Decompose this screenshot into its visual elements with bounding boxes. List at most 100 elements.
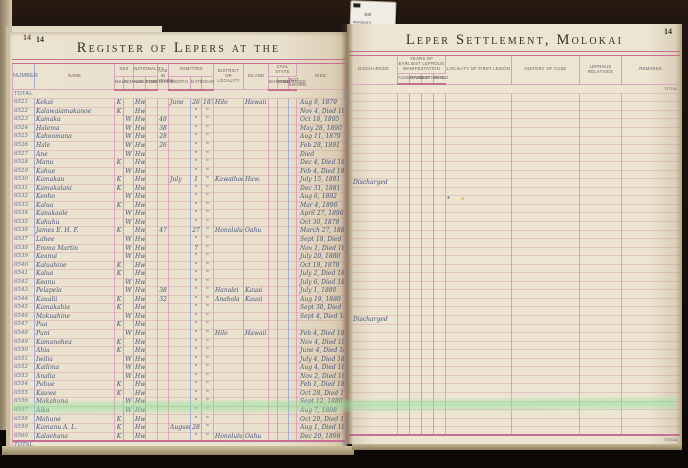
cell: 6525: [12, 132, 35, 142]
cell: 1: [190, 175, 203, 185]
cell: [445, 401, 512, 411]
cell: [349, 272, 398, 282]
cell: [168, 192, 192, 202]
cell: [511, 426, 580, 436]
total-row-label: Total: [12, 440, 346, 446]
cell: [409, 272, 422, 282]
cell: [433, 110, 446, 120]
cell: Honolulu: [213, 226, 245, 236]
cell: [123, 98, 135, 108]
cell: [409, 264, 422, 274]
cell: [349, 289, 398, 299]
cell: W: [123, 406, 135, 416]
cell: ": [190, 158, 203, 168]
cell: [433, 358, 446, 368]
cell: [277, 158, 290, 168]
cell: [213, 150, 245, 160]
cell: 6527: [12, 150, 35, 160]
cell: [123, 295, 135, 305]
cell: [445, 332, 512, 342]
cell: ": [201, 320, 215, 330]
cell: ": [201, 329, 215, 339]
register-row: 6524 Halema W Hw 38 " " May 28, 1890: [12, 124, 345, 134]
cell: [349, 383, 398, 393]
cell: Ahia: [34, 346, 115, 356]
left-page-number: 14: [36, 35, 44, 44]
cell: [397, 127, 410, 137]
cell: [409, 409, 422, 419]
cell: [277, 141, 290, 151]
cell: [579, 401, 622, 411]
cell: [123, 184, 135, 194]
cell: ": [190, 355, 203, 365]
cell: [433, 349, 446, 359]
cell: Aug 1, Died 1880: [296, 423, 345, 433]
cell: [243, 124, 270, 134]
cell: [433, 298, 446, 308]
cell: [433, 221, 446, 231]
cell: [145, 338, 159, 348]
col-header-sex: Sex: [114, 64, 135, 77]
cell: [579, 255, 622, 265]
cell: [268, 372, 279, 382]
cell: [433, 170, 446, 180]
cell: [349, 418, 398, 428]
cell: Hw: [133, 278, 147, 288]
cell: [511, 161, 580, 171]
cell: K: [114, 423, 124, 433]
cell: [145, 192, 159, 202]
cell: ": [201, 312, 215, 322]
cell: [397, 170, 410, 180]
cell: [511, 144, 580, 154]
cell: [349, 101, 398, 111]
cell: [268, 252, 279, 262]
cell: [421, 264, 434, 274]
cell: ": [201, 201, 215, 211]
cell: ": [201, 209, 215, 219]
register-row: [349, 358, 680, 368]
cell: [243, 380, 270, 390]
cell: [579, 418, 622, 428]
cell: Honolulu: [213, 432, 245, 442]
cell: [168, 389, 192, 399]
cell: [433, 392, 446, 402]
cell: [421, 110, 434, 120]
cell: [433, 238, 446, 248]
cell: [397, 306, 410, 317]
cell: [397, 204, 410, 214]
cell: [445, 375, 512, 385]
cell: [349, 392, 398, 402]
cell: [421, 255, 434, 265]
cell: [145, 363, 159, 373]
cell: [579, 281, 622, 291]
cell: [277, 209, 290, 219]
cell: [114, 115, 124, 125]
cell: [288, 141, 298, 151]
cell: Puni: [34, 329, 115, 339]
cell: [409, 93, 422, 103]
cell: ": [201, 132, 215, 142]
col-header-unknown: Not Known: [288, 76, 306, 91]
cell: 28: [157, 132, 170, 142]
cell: [621, 289, 680, 299]
cell: [114, 312, 124, 322]
cell: [243, 252, 270, 262]
cell: 6522: [12, 107, 35, 117]
cell: [511, 247, 580, 257]
cell: Sept 18, Died 1881: [296, 235, 345, 245]
cell: [511, 136, 580, 146]
cell: [277, 380, 290, 390]
cell: Sept 4, Died 1880: [296, 312, 345, 322]
cell: [511, 238, 580, 248]
cell: Hw: [133, 252, 147, 262]
cell: 6552: [12, 363, 35, 373]
cell: Feb 28, 1891: [296, 141, 345, 151]
cell: 6550: [12, 346, 35, 356]
cell: ": [190, 150, 203, 160]
cell: [445, 230, 512, 240]
cell: [421, 178, 434, 188]
cell: [213, 312, 245, 322]
cell: [621, 332, 680, 342]
cell: [511, 289, 580, 299]
cell: [445, 187, 512, 197]
